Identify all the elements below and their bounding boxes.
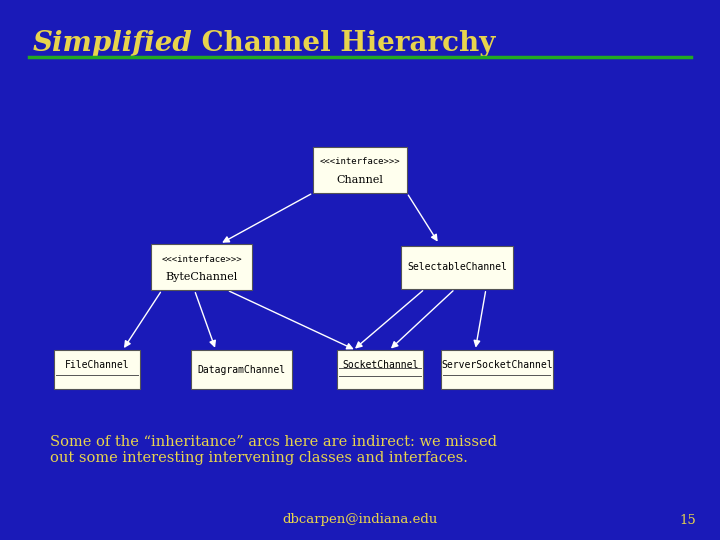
Bar bbox=[337, 350, 423, 389]
Text: 15: 15 bbox=[679, 514, 696, 526]
Bar bbox=[313, 147, 407, 193]
Text: Simplified: Simplified bbox=[32, 30, 192, 57]
Text: <<<interface>>>: <<<interface>>> bbox=[320, 158, 400, 166]
Text: ServerSocketChannel: ServerSocketChannel bbox=[441, 360, 553, 370]
Text: Some of the “inheritance” arcs here are indirect: we missed
out some interesting: Some of the “inheritance” arcs here are … bbox=[50, 435, 498, 465]
Bar bbox=[151, 244, 252, 291]
Bar bbox=[191, 350, 292, 389]
Bar bbox=[54, 350, 140, 389]
Bar bbox=[402, 246, 513, 289]
Text: Channel: Channel bbox=[336, 175, 384, 185]
Text: dbcarpen@indiana.edu: dbcarpen@indiana.edu bbox=[282, 514, 438, 526]
Text: ByteChannel: ByteChannel bbox=[166, 272, 238, 282]
Text: Channel Hierarchy: Channel Hierarchy bbox=[192, 30, 495, 57]
Text: <<<interface>>>: <<<interface>>> bbox=[161, 255, 242, 264]
Text: SelectableChannel: SelectableChannel bbox=[408, 262, 507, 272]
Text: SocketChannel: SocketChannel bbox=[342, 360, 418, 370]
Bar bbox=[441, 350, 552, 389]
Text: FileChannel: FileChannel bbox=[65, 360, 130, 370]
Text: DatagramChannel: DatagramChannel bbox=[197, 365, 285, 375]
